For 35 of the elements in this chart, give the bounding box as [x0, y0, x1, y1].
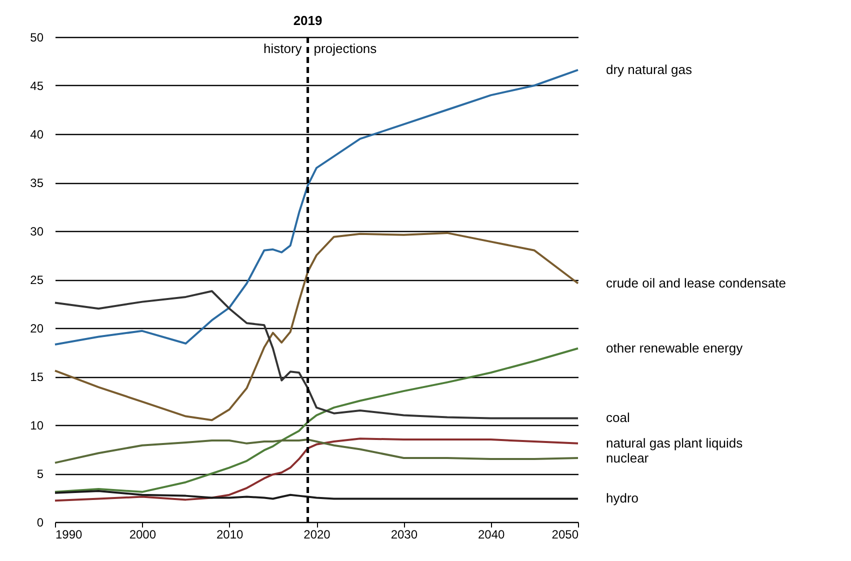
line-series	[54, 438, 579, 502]
annotation: history	[263, 41, 302, 56]
text: crude oil and lease condensate	[606, 275, 786, 290]
x-tick-label: 2030	[390, 528, 418, 542]
text: hydro	[606, 490, 639, 506]
y-tick-label: 5	[36, 467, 44, 481]
text: coal	[606, 410, 630, 426]
y-tick-label: 15	[30, 370, 44, 384]
y-tick-label: 45	[30, 79, 44, 93]
y-tick-label: 30	[30, 224, 44, 238]
text: nuclear	[606, 450, 650, 466]
y-tick-label: 0	[36, 516, 44, 530]
line-series	[54, 490, 579, 500]
text: dry natural gas	[606, 62, 692, 77]
x-tick-label: 2040	[478, 528, 506, 542]
ref-line-label: 2019	[293, 13, 322, 28]
y-tick-label: 50	[30, 30, 44, 44]
y-tick-label: 20	[30, 322, 44, 336]
y-tick-label: 35	[30, 176, 44, 190]
text: natural gas plant liquids	[606, 435, 744, 450]
line-series	[54, 438, 579, 464]
y-tick-label: 40	[30, 128, 44, 142]
line-series	[54, 68, 579, 346]
y-tick-label: 10	[30, 418, 44, 432]
x-tick-label: 2000	[129, 528, 156, 542]
x-tick-label: 1990	[56, 528, 83, 542]
text: other renewable energy	[606, 340, 744, 356]
y-tick-label: 25	[30, 273, 44, 287]
x-tick-label: 2020	[304, 528, 331, 542]
line-series	[54, 232, 579, 422]
x-tick-label: 2050	[552, 528, 579, 542]
line-series	[54, 347, 579, 493]
x-tick-label: 2010	[216, 528, 244, 542]
annotation: projections	[314, 41, 378, 56]
line-series	[54, 290, 579, 420]
